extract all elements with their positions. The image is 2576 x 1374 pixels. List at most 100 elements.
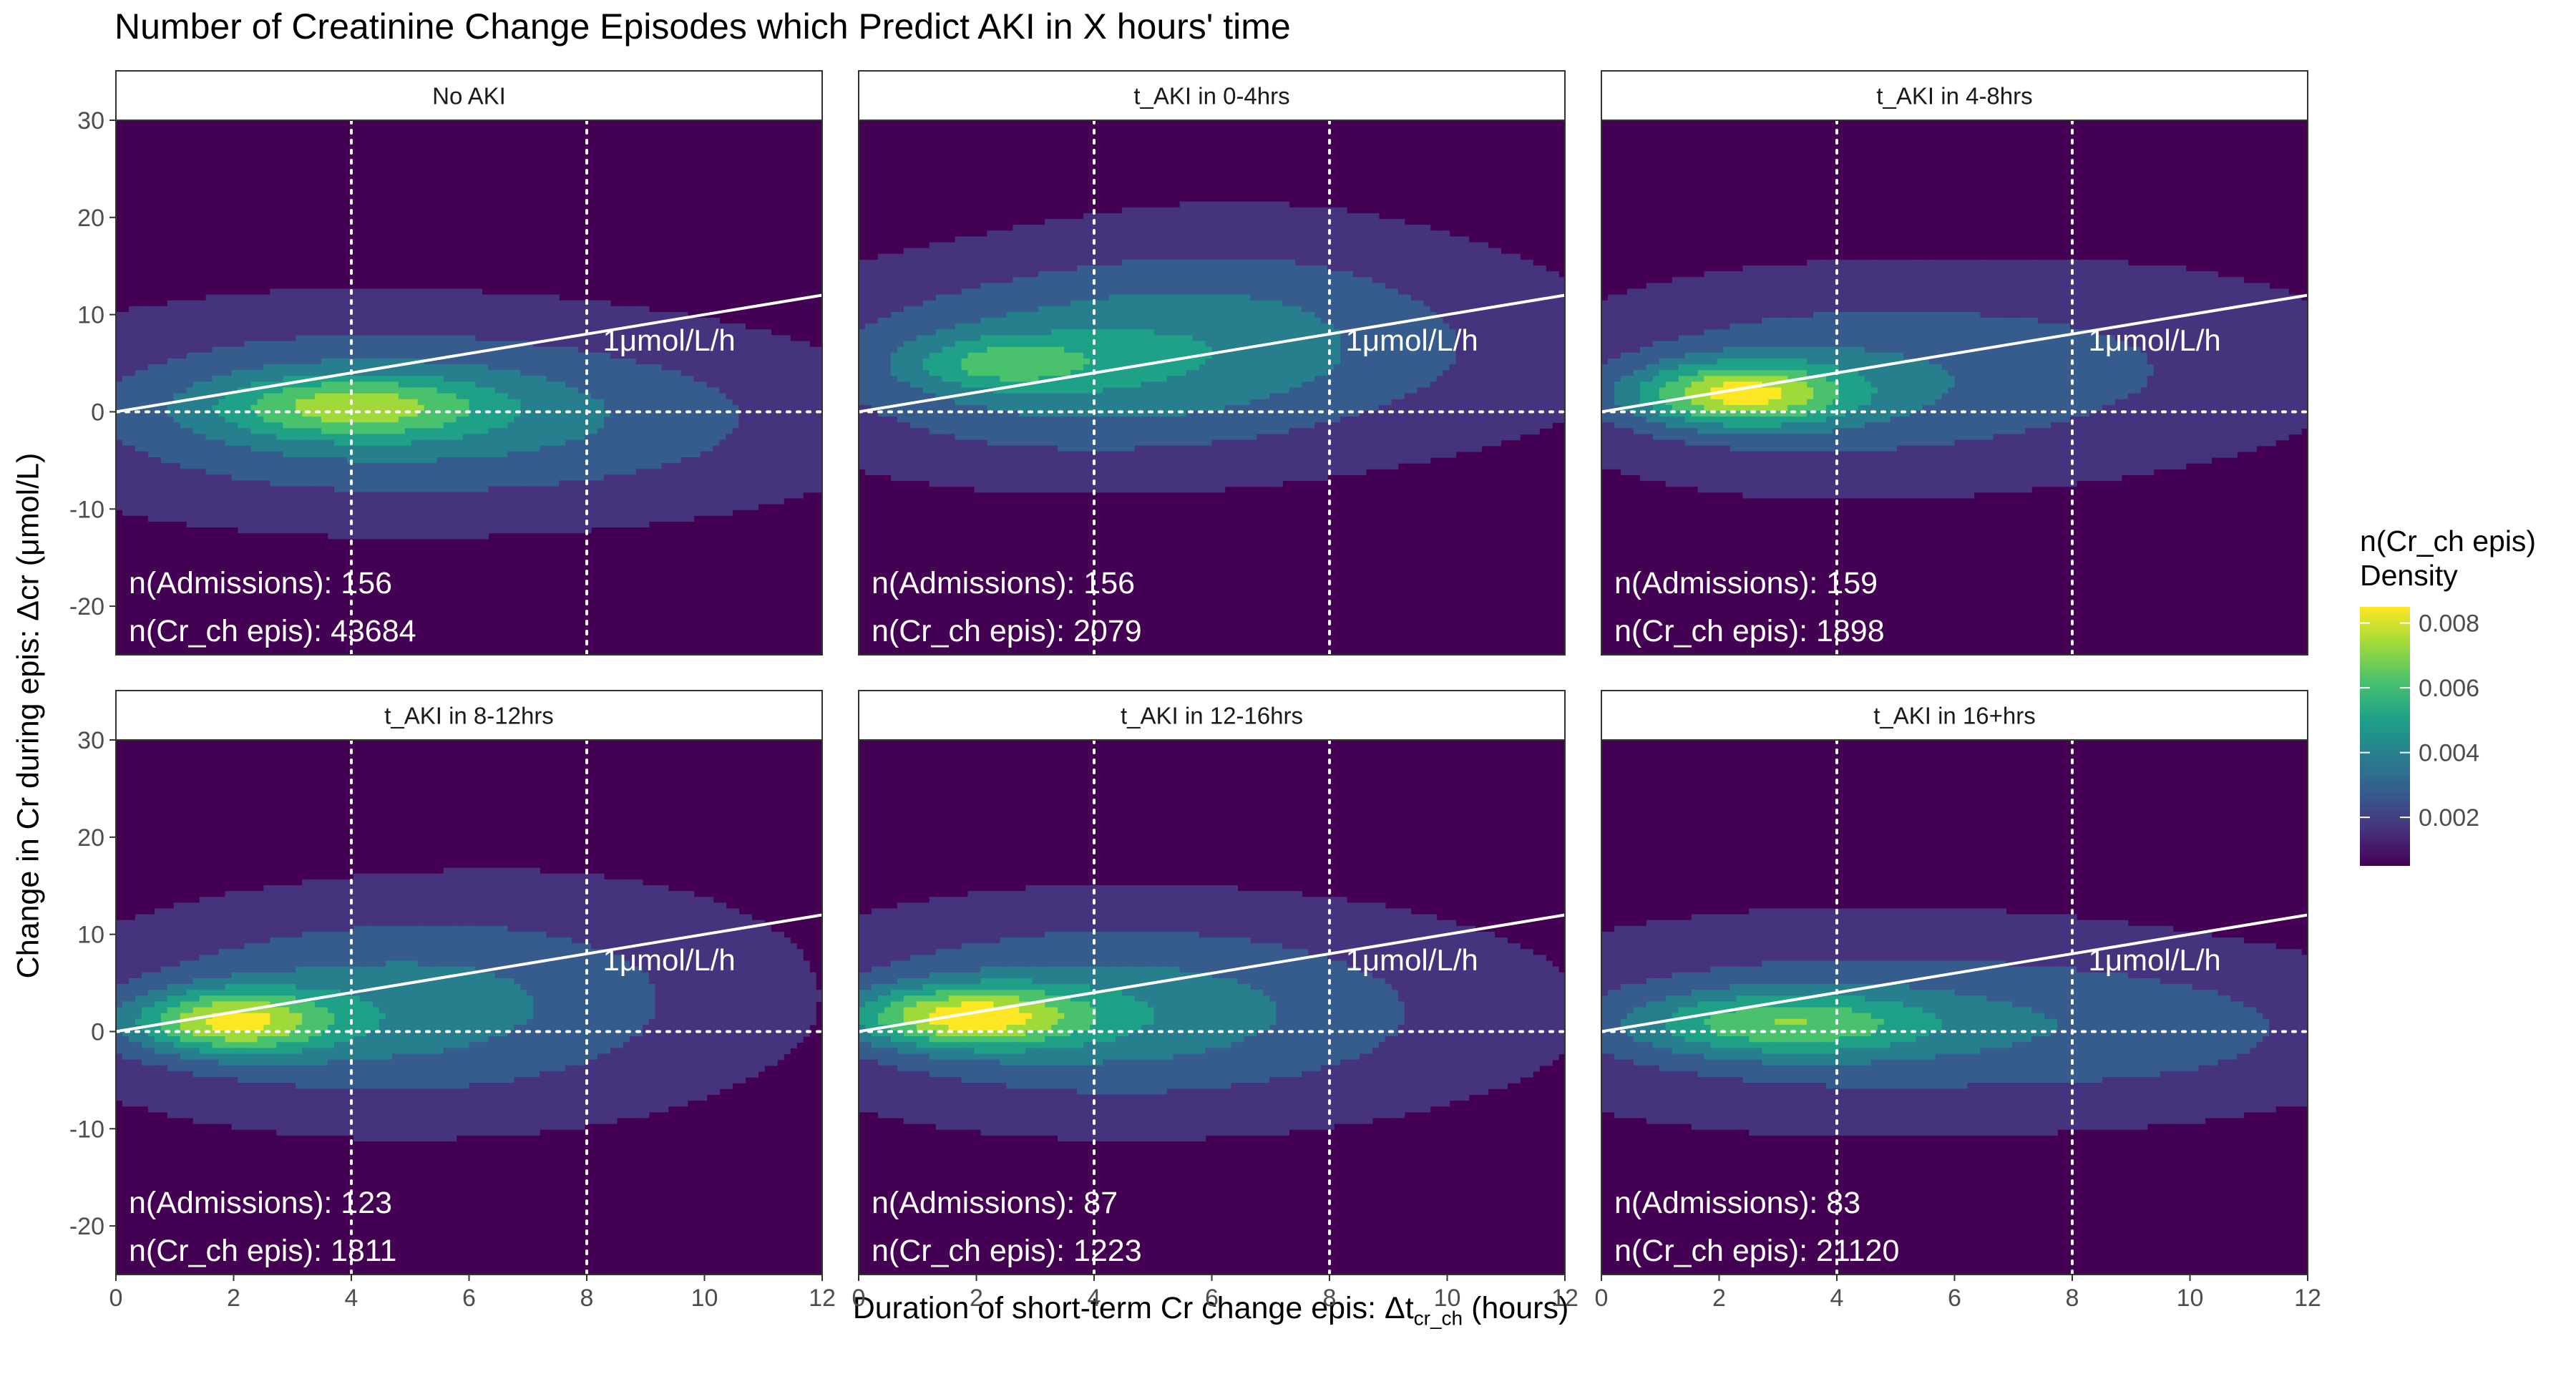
density-cell xyxy=(263,306,271,313)
density-cell xyxy=(955,387,962,394)
density-cell xyxy=(173,439,181,447)
density-cell xyxy=(160,457,168,464)
density-cell xyxy=(552,399,560,406)
density-cell xyxy=(488,439,496,447)
density-cell xyxy=(616,323,624,330)
density-cell xyxy=(700,329,708,336)
density-cell xyxy=(929,387,937,394)
density-cell xyxy=(680,346,688,354)
density-cell xyxy=(334,306,341,313)
density-cell xyxy=(764,410,771,417)
density-cell xyxy=(122,358,130,365)
density-cell xyxy=(404,416,412,423)
density-cell xyxy=(116,469,123,475)
density-cell xyxy=(398,469,406,475)
density-cell xyxy=(890,445,898,452)
density-cell xyxy=(449,527,457,534)
density-cell xyxy=(385,503,393,510)
density-cell xyxy=(623,318,630,324)
density-cell xyxy=(225,352,233,359)
density-cell xyxy=(732,474,740,482)
density-cell xyxy=(687,497,695,505)
density-cell xyxy=(302,364,309,371)
density-cell xyxy=(257,346,265,354)
density-cell xyxy=(935,387,943,394)
density-cell xyxy=(935,422,943,429)
density-cell xyxy=(616,428,624,435)
density-cell xyxy=(270,445,278,452)
density-cell xyxy=(296,428,303,435)
density-cell xyxy=(520,416,527,423)
density-cell xyxy=(469,370,477,376)
density-cell xyxy=(738,358,746,365)
density-cell xyxy=(430,404,438,411)
density-cell xyxy=(967,311,975,318)
density-cell xyxy=(590,335,598,342)
density-cell xyxy=(922,352,930,359)
density-cell xyxy=(909,259,917,266)
density-cell xyxy=(603,439,611,447)
density-cell xyxy=(147,492,155,499)
density-cell xyxy=(449,463,457,469)
density-cell xyxy=(334,387,341,394)
density-cell xyxy=(353,451,361,458)
density-cell xyxy=(263,451,271,458)
density-cell xyxy=(154,318,162,324)
density-cell xyxy=(771,445,778,452)
density-cell xyxy=(700,370,708,376)
density-cell xyxy=(141,323,149,330)
density-cell xyxy=(238,492,245,499)
density-cell xyxy=(533,352,540,359)
density-cell xyxy=(469,404,477,411)
density-cell xyxy=(218,492,226,499)
density-cell xyxy=(967,474,975,482)
density-cell xyxy=(328,288,335,296)
density-cell xyxy=(572,527,579,534)
density-cell xyxy=(430,393,438,400)
density-cell xyxy=(655,311,663,318)
density-cell xyxy=(270,527,278,534)
density-cell xyxy=(475,387,483,394)
density-cell xyxy=(597,341,605,348)
density-cell xyxy=(501,335,509,342)
density-cell xyxy=(494,335,502,342)
density-cell xyxy=(674,497,682,505)
density-cell xyxy=(967,457,975,464)
density-cell xyxy=(244,428,252,435)
density-cell xyxy=(302,323,309,330)
density-cell xyxy=(430,335,438,342)
density-cell xyxy=(494,404,502,411)
density-cell xyxy=(967,364,975,371)
density-cell xyxy=(680,510,688,516)
density-cell xyxy=(771,457,778,464)
density-cell xyxy=(270,515,278,522)
density-cell xyxy=(693,323,701,330)
density-cell xyxy=(884,393,892,400)
density-cell xyxy=(726,376,733,383)
density-cell xyxy=(648,311,656,318)
density-cell xyxy=(353,410,361,417)
density-cell xyxy=(751,480,758,487)
density-cell xyxy=(456,381,464,389)
density-cell xyxy=(436,521,444,528)
density-cell xyxy=(244,323,252,330)
density-cell xyxy=(629,428,637,435)
density-cell xyxy=(859,387,866,394)
density-cell xyxy=(469,521,477,528)
density-cell xyxy=(897,311,904,318)
density-cell xyxy=(456,480,464,487)
density-cell xyxy=(321,521,328,528)
density-cell xyxy=(231,492,239,499)
density-cell xyxy=(771,439,778,447)
density-cell xyxy=(693,352,701,359)
density-cell xyxy=(796,387,804,394)
density-cell xyxy=(585,341,592,348)
density-cell xyxy=(864,265,872,272)
density-cell xyxy=(719,381,727,389)
density-cell xyxy=(623,521,630,528)
density-cell xyxy=(642,410,650,417)
density-cell xyxy=(713,318,721,324)
density-cell xyxy=(359,445,367,452)
density-cell xyxy=(578,486,585,493)
density-cell xyxy=(391,416,399,423)
